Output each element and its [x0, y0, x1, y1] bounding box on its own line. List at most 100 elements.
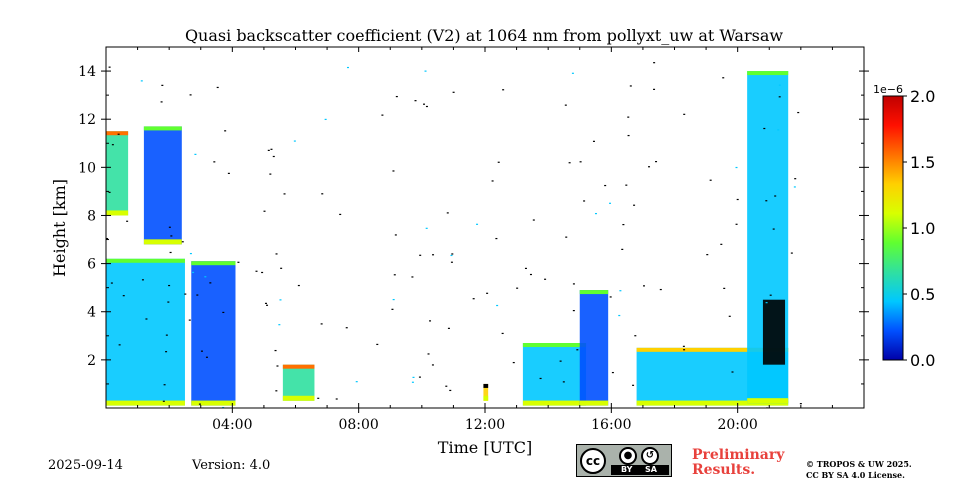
heatmap-noise-pixel — [237, 261, 240, 263]
y-tick-label: 4 — [87, 305, 96, 321]
heatmap-feature-cirrus-edge — [106, 131, 129, 216]
heatmap-cell — [522, 343, 587, 406]
heatmap-noise-pixel — [446, 212, 449, 214]
heatmap-noise-pixel — [432, 254, 435, 256]
heatmap-noise-pixel — [544, 278, 547, 280]
heatmap-noise-pixel — [189, 252, 192, 255]
heatmap-noise-pixel — [735, 166, 738, 169]
heatmap-noise-pixel — [476, 223, 479, 225]
heatmap-edge — [747, 71, 789, 76]
heatmap-noise-pixel — [425, 105, 428, 108]
heatmap-noise-pixel — [394, 234, 397, 236]
heatmap-noise-pixel — [709, 179, 712, 181]
heatmap-noise-pixel — [579, 161, 582, 163]
heatmap-noise-pixel — [275, 390, 278, 392]
heatmap-noise-pixel — [450, 254, 453, 257]
heatmap-noise-pixel — [165, 351, 168, 353]
heatmap-noise-pixel — [648, 166, 651, 168]
heatmap-noise-pixel — [529, 273, 532, 276]
heatmap-noise-pixel — [276, 365, 279, 367]
heatmap-noise-pixel — [722, 77, 725, 79]
heatmap-noise-pixel — [778, 96, 781, 98]
heatmap-noise-pixel — [272, 155, 275, 158]
heatmap-noise-pixel — [564, 104, 567, 106]
heatmap-noise-pixel — [320, 323, 323, 325]
heatmap-noise-pixel — [279, 299, 282, 301]
heatmap-noise-pixel — [160, 101, 163, 103]
heatmap-noise-pixel — [425, 227, 428, 229]
heatmap-noise-pixel — [772, 228, 775, 230]
heatmap-noise-pixel — [227, 172, 230, 174]
y-tick-label: 10 — [78, 160, 96, 176]
heatmap-edge — [636, 347, 789, 352]
heatmap-noise-pixel — [451, 253, 454, 255]
heatmap-noise-pixel — [765, 302, 768, 304]
heatmap-cell — [282, 364, 315, 401]
heatmap-noise-pixel — [609, 202, 612, 204]
heatmap-noise-pixel — [728, 315, 731, 317]
heatmap-noise-pixel — [720, 243, 723, 245]
heatmap-noise-pixel — [222, 406, 225, 408]
heatmap-noise-pixel — [108, 66, 111, 68]
heatmap-noise-pixel — [778, 84, 781, 86]
heatmap-noise-pixel — [297, 284, 300, 287]
heatmap-edge — [483, 383, 489, 388]
heatmap-surface — [483, 395, 489, 401]
heatmap-noise-pixel — [411, 381, 414, 383]
heatmap-feature-boundary-layer-pre-gap — [191, 261, 236, 406]
heatmap-noise-pixel — [270, 148, 273, 150]
heatmap-noise-pixel — [592, 140, 595, 142]
heatmap-noise-pixel — [335, 398, 338, 400]
heatmap-noise-pixel — [633, 204, 636, 206]
heatmap-noise-pixel — [269, 173, 272, 175]
heatmap-noise-pixel — [496, 304, 499, 307]
heatmap-noise-pixel — [162, 400, 165, 402]
heatmap-noise-pixel — [683, 113, 686, 115]
heatmap-noise-pixel — [572, 310, 575, 312]
heatmap-noise-pixel — [769, 294, 772, 296]
heatmap-noise-pixel — [731, 371, 734, 373]
heatmap-noise-pixel — [450, 261, 453, 263]
heatmap-noise-pixel — [763, 127, 766, 130]
heatmap-noise-pixel — [539, 377, 542, 380]
heatmap-feature-boundary-layer-early — [106, 258, 185, 406]
heatmap-noise-pixel — [317, 397, 320, 399]
heatmap-noise-pixel — [736, 198, 739, 201]
colorbar-scale-label: 1e−6 — [873, 83, 903, 96]
heatmap-noise-pixel — [609, 296, 612, 298]
heatmap-noise-pixel — [706, 254, 709, 256]
y-axis: 2 4 6 8 10 12 14 — [78, 46, 869, 385]
heatmap-noise-pixel — [621, 248, 624, 250]
heatmap-noise-pixel — [799, 403, 802, 405]
heatmap-noise-pixel — [395, 95, 398, 98]
heatmap-noise-pixel — [216, 86, 219, 89]
heatmap-noise-pixel — [168, 284, 171, 287]
heatmap-noise-pixel — [111, 144, 114, 146]
copyright-note: © TROPOS & UW 2025. CC BY SA 4.0 License… — [806, 459, 912, 481]
heatmap-noise-pixel — [110, 282, 113, 284]
heatmap-noise-pixel — [572, 283, 575, 285]
heatmap-noise-pixel — [126, 220, 129, 222]
heatmap-noise-pixel — [261, 271, 264, 274]
heatmap-cell — [483, 383, 489, 401]
heatmap-noise-pixel — [571, 72, 574, 74]
heatmap-noise-pixel — [445, 385, 448, 387]
heatmap-noise-pixel — [293, 140, 296, 142]
heatmap-noise-pixel — [618, 314, 621, 317]
y-tick-label: 12 — [78, 112, 96, 128]
heatmap-edge — [191, 261, 236, 266]
heatmap-noise-pixel — [625, 184, 628, 186]
heatmap-edge — [282, 364, 315, 369]
x-axis-label: Time [UTC] — [438, 438, 532, 457]
heatmap-feature-noon-plume — [483, 383, 489, 401]
heatmap-noise-pixel — [486, 292, 489, 294]
copyright-line-1: © TROPOS & UW 2025. — [806, 459, 912, 469]
heatmap-noise-pixel — [274, 349, 277, 352]
heatmap-noise-pixel — [427, 353, 430, 355]
heatmap-surface — [282, 395, 315, 401]
heatmap-cell — [762, 299, 786, 365]
heatmap-edge — [106, 131, 129, 136]
y-axis-label: Height [km] — [50, 179, 69, 277]
x-tick-label: 20:00 — [717, 417, 757, 433]
heatmap-noise-pixel — [122, 295, 125, 297]
